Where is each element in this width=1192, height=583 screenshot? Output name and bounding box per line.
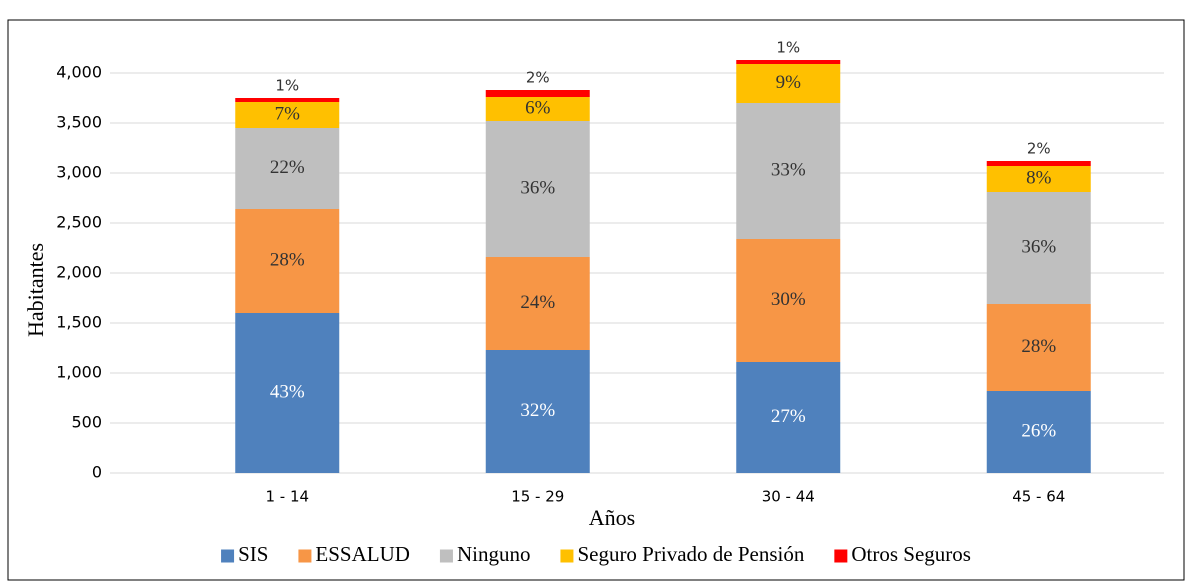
bar-segment [485, 257, 590, 350]
data-label: 1% [776, 39, 800, 57]
bar-segment [736, 239, 841, 362]
data-label: 2% [1027, 140, 1051, 158]
y-tick-label: 500 [71, 413, 102, 432]
x-tick-label: 15 - 29 [511, 488, 564, 506]
y-tick-label: 3,000 [56, 163, 102, 182]
legend-label: Ninguno [457, 542, 531, 566]
bar-segment [736, 64, 841, 103]
bar-segment [986, 192, 1091, 304]
legend-swatch [834, 549, 848, 563]
data-label: 33% [771, 159, 806, 180]
bar-segment [986, 166, 1091, 192]
data-label: 30% [771, 289, 806, 310]
bar-segment [485, 90, 590, 97]
data-label: 26% [1021, 420, 1056, 441]
data-label: 1% [275, 77, 299, 95]
bar-segment [235, 102, 340, 128]
bar-segment [485, 350, 590, 473]
y-tick-label: 1,000 [56, 363, 102, 382]
data-label: 9% [776, 72, 802, 93]
bar-segment [235, 313, 340, 473]
y-tick-label: 2,000 [56, 263, 102, 282]
data-label: 24% [520, 292, 555, 313]
bar-segment [986, 391, 1091, 473]
legend-label: ESSALUD [315, 542, 410, 566]
y-axis-title: Habitantes [23, 243, 48, 337]
data-label: 8% [1026, 167, 1052, 188]
x-axis-title: Años [589, 505, 635, 530]
y-tick-label: 4,000 [56, 63, 102, 82]
y-tick-label: 2,500 [56, 213, 102, 232]
data-label: 22% [270, 157, 305, 178]
bar-segment [986, 304, 1091, 391]
x-tick-label: 45 - 64 [1012, 488, 1065, 506]
legend-label: SIS [238, 542, 268, 566]
x-tick-label: 30 - 44 [762, 488, 815, 506]
y-tick-label: 1,500 [56, 313, 102, 332]
data-label: 27% [771, 406, 806, 427]
bar-segment [736, 103, 841, 239]
data-label: 28% [270, 249, 305, 270]
y-tick-label: 0 [92, 463, 102, 482]
legend-swatch [439, 549, 453, 563]
data-label: 36% [520, 177, 555, 198]
legend-label: Seguro Privado de Pensión [577, 542, 804, 566]
data-label: 2% [526, 69, 550, 87]
bar-segment [736, 362, 841, 473]
bar-segment [235, 98, 340, 102]
bar-segment [736, 60, 841, 64]
bar-segment [235, 209, 340, 313]
bar-segment [986, 161, 1091, 166]
legend-swatch [221, 549, 235, 563]
data-label: 7% [275, 103, 301, 124]
legend-swatch [298, 549, 312, 563]
data-label: 32% [520, 400, 555, 421]
data-label: 28% [1021, 336, 1056, 357]
bar-segment [485, 121, 590, 257]
data-label: 43% [270, 381, 305, 402]
bar-segment [485, 97, 590, 121]
legend-swatch [560, 549, 574, 563]
legend-label: Otros Seguros [851, 542, 971, 566]
y-tick-label: 3,500 [56, 113, 102, 132]
data-label: 36% [1021, 236, 1056, 257]
bar-segment [235, 128, 340, 209]
data-label: 6% [525, 97, 551, 118]
x-tick-label: 1 - 14 [265, 488, 309, 506]
